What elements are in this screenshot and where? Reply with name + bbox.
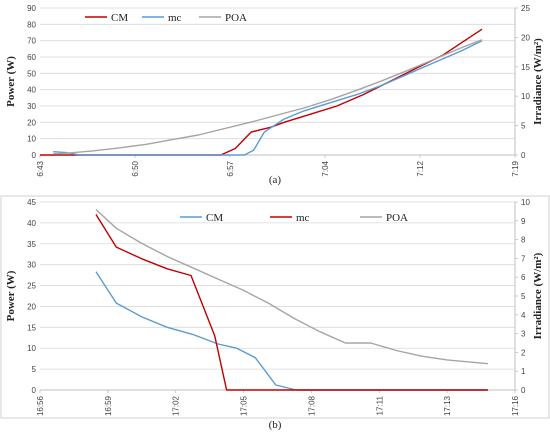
y2-tick-label: 10 [521,92,530,101]
y2-tick-label: 10 [521,198,530,207]
y2-tick-label: 4 [521,311,526,320]
y2-tick-label: 2 [521,348,526,357]
x-tick-label: 7:12 [416,160,425,176]
y2-tick-label: 5 [521,292,526,301]
x-tick-label: 17:05 [240,395,249,416]
y2-tick-label: 15 [521,63,530,72]
y-tick-label: 40 [27,219,36,228]
y-axis-label: Power (W) [5,270,17,321]
legend-label-cm: CM [111,12,128,24]
y2-tick-label: 1 [521,367,526,376]
x-tick-label: 16:59 [104,395,113,416]
chart-panel-1: 0 10 20 30 40 50 60 70 80 90 0 5 10 15 20 25 6:43 6:50 6:5… [5,4,544,186]
y-tick-label: 50 [27,69,36,78]
legend-label-mc: mc [296,212,310,224]
y-tick-label: 80 [27,20,36,29]
y2-tick-label: 25 [521,4,530,13]
y2-tick-label: 20 [521,33,530,42]
y2-axis-label: Irradiance (W/m²) [532,252,544,339]
panel-caption: (b) [269,419,282,431]
y-tick-label: 0 [32,386,37,395]
x-tick-label: 17:13 [443,395,452,416]
x-tick-label: 6:57 [226,160,235,176]
x-tick-label: 16:56 [36,395,45,416]
y-tick-label: 15 [27,323,36,332]
y-tick-label: 10 [27,344,36,353]
y-tick-label: 20 [27,302,36,311]
x-tick-label: 17:02 [172,395,181,416]
legend-label-poa: POA [386,212,408,224]
y-tick-label: 90 [27,4,36,13]
y2-tick-label: 7 [521,254,526,263]
y2-tick-label: 0 [521,386,526,395]
y-tick-label: 30 [27,261,36,270]
x-tick-label: 6:50 [131,160,140,176]
x-tick-label: 6:43 [36,160,45,176]
y-tick-label: 5 [32,365,37,374]
x-tick-label: 17:16 [511,395,520,416]
legend-label-poa: POA [225,12,247,24]
x-tick-label: 17:08 [307,395,316,416]
y2-tick-label: 0 [521,151,526,160]
y-tick-label: 0 [32,151,37,160]
y-axis-label: Power (W) [5,56,17,107]
y2-axis-label: Irradiance (W/m²) [532,38,544,125]
panel-b-frame [0,195,550,419]
panel-caption: (a) [269,174,282,186]
y2-tick-label: 9 [521,217,526,226]
x-tick-label: 7:19 [511,160,520,176]
series-line-poa [95,208,488,365]
y2-tick-label: 8 [521,236,526,245]
y2-tick-label: 3 [521,330,526,339]
legend-label-mc: mc [168,12,182,24]
series-line-mc [95,214,488,391]
series-line-mc [53,40,483,156]
y-tick-label: 20 [27,118,36,127]
series-line-cm [40,28,483,156]
y-tick-label: 45 [27,198,36,207]
legend-label-cm: CM [206,212,223,224]
y-tick-label: 40 [27,86,36,95]
y-tick-label: 60 [27,53,36,62]
y-tick-label: 30 [27,102,36,111]
x-tick-label: 7:04 [321,160,330,176]
y-tick-label: 35 [27,240,36,249]
y-tick-label: 10 [27,135,36,144]
y-tick-label: 70 [27,37,36,46]
series-line-poa [53,39,483,155]
x-tick-label: 17:11 [375,395,384,415]
y2-tick-label: 6 [521,273,526,282]
series-line-cm [95,271,488,391]
y-tick-label: 25 [27,282,36,291]
y2-tick-label: 5 [521,122,526,131]
